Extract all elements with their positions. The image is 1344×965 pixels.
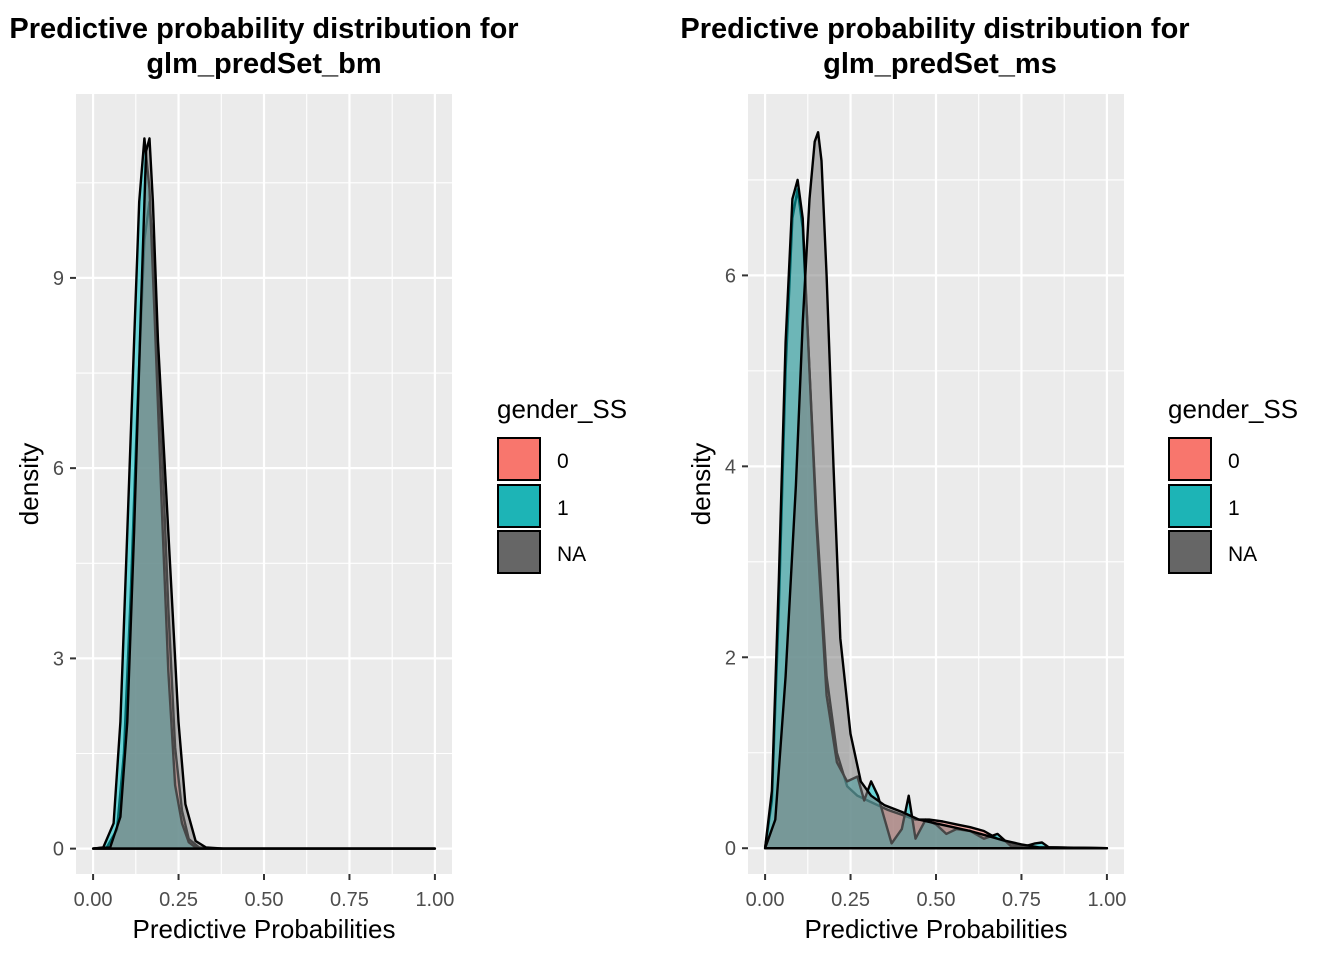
x-tick-label: 0.00 xyxy=(74,889,113,911)
chart-title-line2: glm_predSet_ms xyxy=(823,48,1057,80)
legend-item-NA: NA xyxy=(1168,530,1257,574)
legend-label-NA: NA xyxy=(1228,543,1257,566)
y-tick-label: 6 xyxy=(725,265,736,287)
y-tick-label: 0 xyxy=(725,838,736,860)
legend-label-1: 1 xyxy=(557,497,569,520)
legend-label-1: 1 xyxy=(1228,497,1240,520)
x-tick-label: 0.50 xyxy=(245,889,284,911)
y-tick-label: 9 xyxy=(53,268,64,290)
legend-label-NA: NA xyxy=(557,543,586,566)
legend: gender_SS 0 1 NA xyxy=(497,394,627,574)
legend: gender_SS 0 1 NA xyxy=(1168,394,1298,574)
legend-title: gender_SS xyxy=(1168,394,1298,424)
legend-item-0: 0 xyxy=(497,437,569,481)
legend-key-0 xyxy=(1168,437,1212,481)
legend-item-1: 1 xyxy=(497,484,569,528)
y-tick-label: 4 xyxy=(725,456,736,478)
x-tick-label: 0.25 xyxy=(159,889,198,911)
axes: 0.00 0.25 0.50 0.75 1.00 0 3 6 9 xyxy=(53,268,455,911)
chart-title-line2: glm_predSet_bm xyxy=(146,48,381,80)
legend-key-0 xyxy=(497,437,541,481)
x-tick-label: 0.00 xyxy=(746,889,785,911)
density-areas xyxy=(91,137,437,850)
x-tick-label: 0.75 xyxy=(1002,889,1041,911)
legend-item-1: 1 xyxy=(1168,484,1240,528)
y-tick-label: 0 xyxy=(53,839,64,861)
y-axis-title: density xyxy=(14,443,44,525)
legend-item-0: 0 xyxy=(1168,437,1240,481)
chart-title-line1: Predictive probability distribution for xyxy=(9,13,518,45)
y-tick-label: 2 xyxy=(725,647,736,669)
x-axis-title: Predictive Probabilities xyxy=(132,914,395,944)
axes: 0.00 0.25 0.50 0.75 1.00 0 2 4 6 xyxy=(725,265,1127,911)
legend-label-0: 0 xyxy=(557,450,569,473)
density-areas xyxy=(763,131,1109,850)
y-tick-label: 6 xyxy=(53,458,64,480)
panel-bm: Predictive probability distribution for … xyxy=(9,13,627,944)
legend-title: gender_SS xyxy=(497,394,627,424)
legend-label-0: 0 xyxy=(1228,450,1240,473)
legend-key-1 xyxy=(1168,484,1212,528)
density-area-NA xyxy=(763,131,1109,850)
x-tick-label: 0.75 xyxy=(330,889,369,911)
density-area-NA xyxy=(91,137,437,850)
x-tick-label: 0.25 xyxy=(831,889,870,911)
panel-ms: Predictive probability distribution for … xyxy=(680,13,1298,944)
x-tick-label: 1.00 xyxy=(1087,889,1126,911)
x-axis-title: Predictive Probabilities xyxy=(804,914,1067,944)
chart-title-line1: Predictive probability distribution for xyxy=(680,13,1189,45)
legend-key-1 xyxy=(497,484,541,528)
legend-item-NA: NA xyxy=(497,530,586,574)
legend-key-NA xyxy=(497,530,541,574)
y-axis-title: density xyxy=(686,443,716,525)
x-tick-label: 1.00 xyxy=(415,889,454,911)
y-tick-label: 3 xyxy=(53,648,64,670)
legend-key-NA xyxy=(1168,530,1212,574)
x-tick-label: 0.50 xyxy=(917,889,956,911)
